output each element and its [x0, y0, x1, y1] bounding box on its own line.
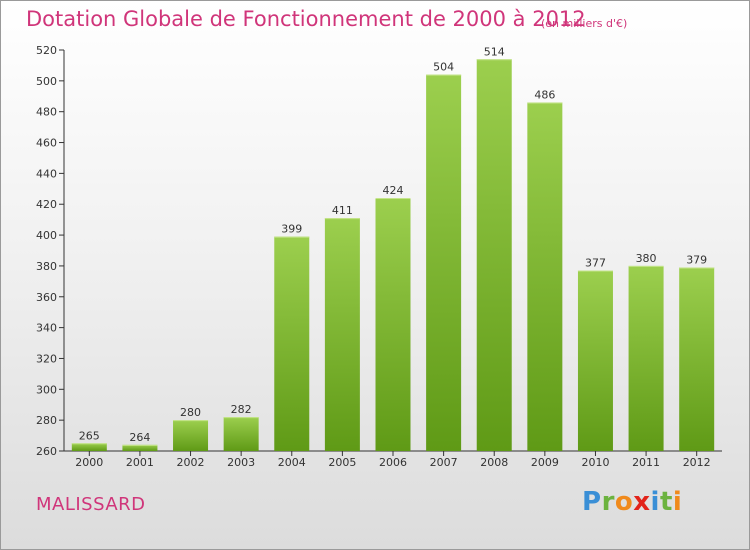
y-tick-label: 520 — [36, 44, 57, 57]
x-tick-label-2001: 2001 — [126, 456, 154, 469]
chart-subtitle: (en milliers d'€) — [541, 17, 628, 30]
chart-title: Dotation Globale de Fonctionnement de 20… — [26, 7, 586, 31]
x-tick-label-2007: 2007 — [430, 456, 458, 469]
value-label-2008: 514 — [484, 45, 505, 58]
bar-2009 — [527, 102, 563, 451]
value-label-2001: 264 — [129, 431, 150, 444]
logo-letter: o — [614, 487, 634, 517]
value-label-2010: 377 — [585, 257, 606, 270]
value-label-2000: 265 — [79, 429, 100, 442]
y-tick-label: 260 — [36, 445, 57, 458]
value-label-2012: 379 — [686, 253, 707, 266]
y-tick-label: 500 — [36, 75, 57, 88]
x-tick-label-2003: 2003 — [227, 456, 255, 469]
x-tick-label-2004: 2004 — [278, 456, 306, 469]
bar-2008 — [476, 59, 512, 451]
logo-letter: i — [650, 487, 660, 517]
x-tick-label-2005: 2005 — [328, 456, 356, 469]
value-label-2003: 282 — [231, 403, 252, 416]
value-label-2006: 424 — [383, 184, 404, 197]
value-label-2011: 380 — [636, 252, 657, 265]
y-tick-label: 340 — [36, 322, 57, 335]
bar-2002 — [173, 420, 209, 451]
bar-2011 — [628, 265, 664, 451]
x-tick-label-2009: 2009 — [531, 456, 559, 469]
proxiti-logo: Proxiti — [582, 487, 682, 517]
y-tick-label: 460 — [36, 137, 57, 150]
y-tick-label: 480 — [36, 106, 57, 119]
value-label-2005: 411 — [332, 204, 353, 217]
logo-letter: P — [582, 487, 602, 517]
y-tick-label: 400 — [36, 229, 57, 242]
x-tick-label-2002: 2002 — [177, 456, 205, 469]
y-tick-label: 320 — [36, 352, 57, 365]
y-tick-label: 440 — [36, 167, 57, 180]
bar-2001 — [122, 444, 158, 451]
y-tick-label: 300 — [36, 383, 57, 396]
town-name: MALISSARD — [36, 494, 146, 515]
x-tick-label-2006: 2006 — [379, 456, 407, 469]
x-tick-label-2010: 2010 — [581, 456, 609, 469]
logo-letter: i — [672, 487, 683, 517]
y-tick-label: 380 — [36, 260, 57, 273]
value-label-2002: 280 — [180, 406, 201, 419]
bar-2010 — [577, 270, 613, 451]
value-label-2004: 399 — [281, 223, 302, 236]
y-tick-label: 280 — [36, 414, 57, 427]
value-label-2009: 486 — [534, 88, 555, 101]
bar-2000 — [71, 443, 107, 451]
bar-2003 — [223, 417, 259, 451]
logo-letter: x — [633, 487, 651, 517]
bar-2012 — [679, 267, 715, 451]
bar-2006 — [375, 198, 411, 451]
value-label-2007: 504 — [433, 61, 454, 74]
x-tick-label-2012: 2012 — [683, 456, 711, 469]
bar-2004 — [274, 236, 310, 451]
bar-2005 — [324, 218, 360, 451]
logo-letter: r — [601, 487, 615, 517]
x-tick-label-2011: 2011 — [632, 456, 660, 469]
logo-letter: t — [659, 487, 673, 517]
x-tick-label-2000: 2000 — [75, 456, 103, 469]
bar-2007 — [426, 74, 462, 451]
x-tick-label-2008: 2008 — [480, 456, 508, 469]
y-tick-label: 360 — [36, 291, 57, 304]
y-tick-label: 420 — [36, 198, 57, 211]
